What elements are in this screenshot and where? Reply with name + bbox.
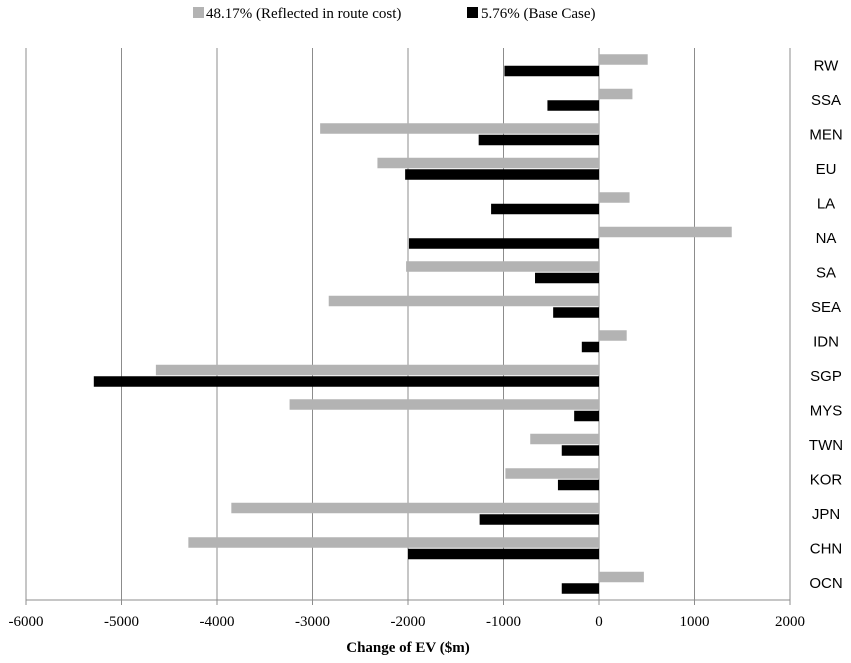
bar-base-case bbox=[405, 169, 599, 180]
bar-base-case bbox=[478, 134, 599, 146]
bar-route-cost bbox=[599, 330, 627, 341]
bar-base-case bbox=[408, 238, 599, 249]
x-tick-label: -2000 bbox=[391, 614, 426, 630]
bar-base-case bbox=[561, 583, 599, 594]
category-label: CHN bbox=[810, 540, 843, 557]
category-label: OCN bbox=[809, 575, 842, 592]
x-tick-label: -3000 bbox=[295, 614, 330, 630]
category-label: MYS bbox=[810, 402, 843, 419]
bar-base-case bbox=[553, 307, 599, 318]
x-tick-label: 2000 bbox=[775, 614, 805, 630]
x-tick-label: -6000 bbox=[9, 614, 44, 630]
bar-base-case bbox=[491, 203, 599, 215]
category-label: SSA bbox=[811, 92, 841, 109]
category-label: IDN bbox=[813, 333, 839, 350]
category-label: KOR bbox=[810, 471, 843, 488]
bar-route-cost bbox=[406, 261, 599, 272]
bar-route-cost bbox=[599, 88, 633, 100]
category-label: SGP bbox=[810, 368, 842, 385]
category-label: NA bbox=[816, 230, 837, 247]
category-label: LA bbox=[817, 195, 835, 212]
category-label: SA bbox=[816, 264, 836, 281]
bar-route-cost bbox=[530, 433, 599, 445]
bar-base-case bbox=[561, 445, 599, 456]
bar-base-case bbox=[504, 65, 599, 77]
legend-label: 5.76% (Base Case) bbox=[481, 6, 596, 22]
bar-route-cost bbox=[328, 295, 599, 307]
bar-route-cost bbox=[320, 123, 599, 134]
legend: 48.17% (Reflected in route cost) 5.76% (B… bbox=[193, 6, 596, 22]
bar-base-case bbox=[408, 548, 599, 560]
x-axis: -6000 -5000 -4000 -3000 -2000 -1000 0 1000 2000 bbox=[9, 599, 805, 630]
category-label: SEA bbox=[811, 299, 841, 316]
x-tick-label: -1000 bbox=[486, 614, 521, 630]
bar-base-case bbox=[581, 341, 599, 353]
category-label: RW bbox=[814, 57, 840, 74]
bar-route-cost bbox=[505, 468, 599, 479]
bars bbox=[93, 54, 732, 594]
bar-base-case bbox=[574, 410, 599, 422]
bar-base-case bbox=[93, 376, 600, 387]
category-labels: RW SSA MEN EU LA NA SA SEA IDN SGP MYS TWN KOR JPN CHN… bbox=[809, 57, 843, 592]
category-label: TWN bbox=[809, 437, 843, 454]
x-axis-title: Change of EV ($m) bbox=[346, 640, 469, 656]
legend-swatch bbox=[467, 7, 478, 18]
bar-route-cost bbox=[599, 226, 732, 238]
legend-label: 48.17% (Reflected in route cost) bbox=[206, 6, 401, 22]
category-label: EU bbox=[816, 161, 837, 178]
bar-route-cost bbox=[188, 537, 599, 548]
category-label: MEN bbox=[809, 126, 842, 143]
x-tick-label: -5000 bbox=[104, 614, 139, 630]
category-label: JPN bbox=[812, 506, 840, 523]
x-tick-label: 1000 bbox=[680, 614, 710, 630]
bar-route-cost bbox=[599, 571, 644, 583]
bar-base-case bbox=[557, 479, 599, 491]
bar-route-cost bbox=[599, 54, 648, 65]
bar-route-cost bbox=[599, 192, 630, 203]
legend-swatch bbox=[193, 7, 204, 18]
bar-base-case bbox=[479, 514, 599, 525]
x-tick-label: -4000 bbox=[200, 614, 235, 630]
x-tick-label: 0 bbox=[595, 614, 603, 630]
bar-route-cost bbox=[231, 502, 599, 514]
bar-route-cost bbox=[155, 364, 599, 376]
bar-route-cost bbox=[377, 157, 599, 169]
bar-base-case bbox=[535, 272, 599, 284]
bar-base-case bbox=[547, 100, 599, 111]
bar-route-cost bbox=[289, 399, 599, 410]
